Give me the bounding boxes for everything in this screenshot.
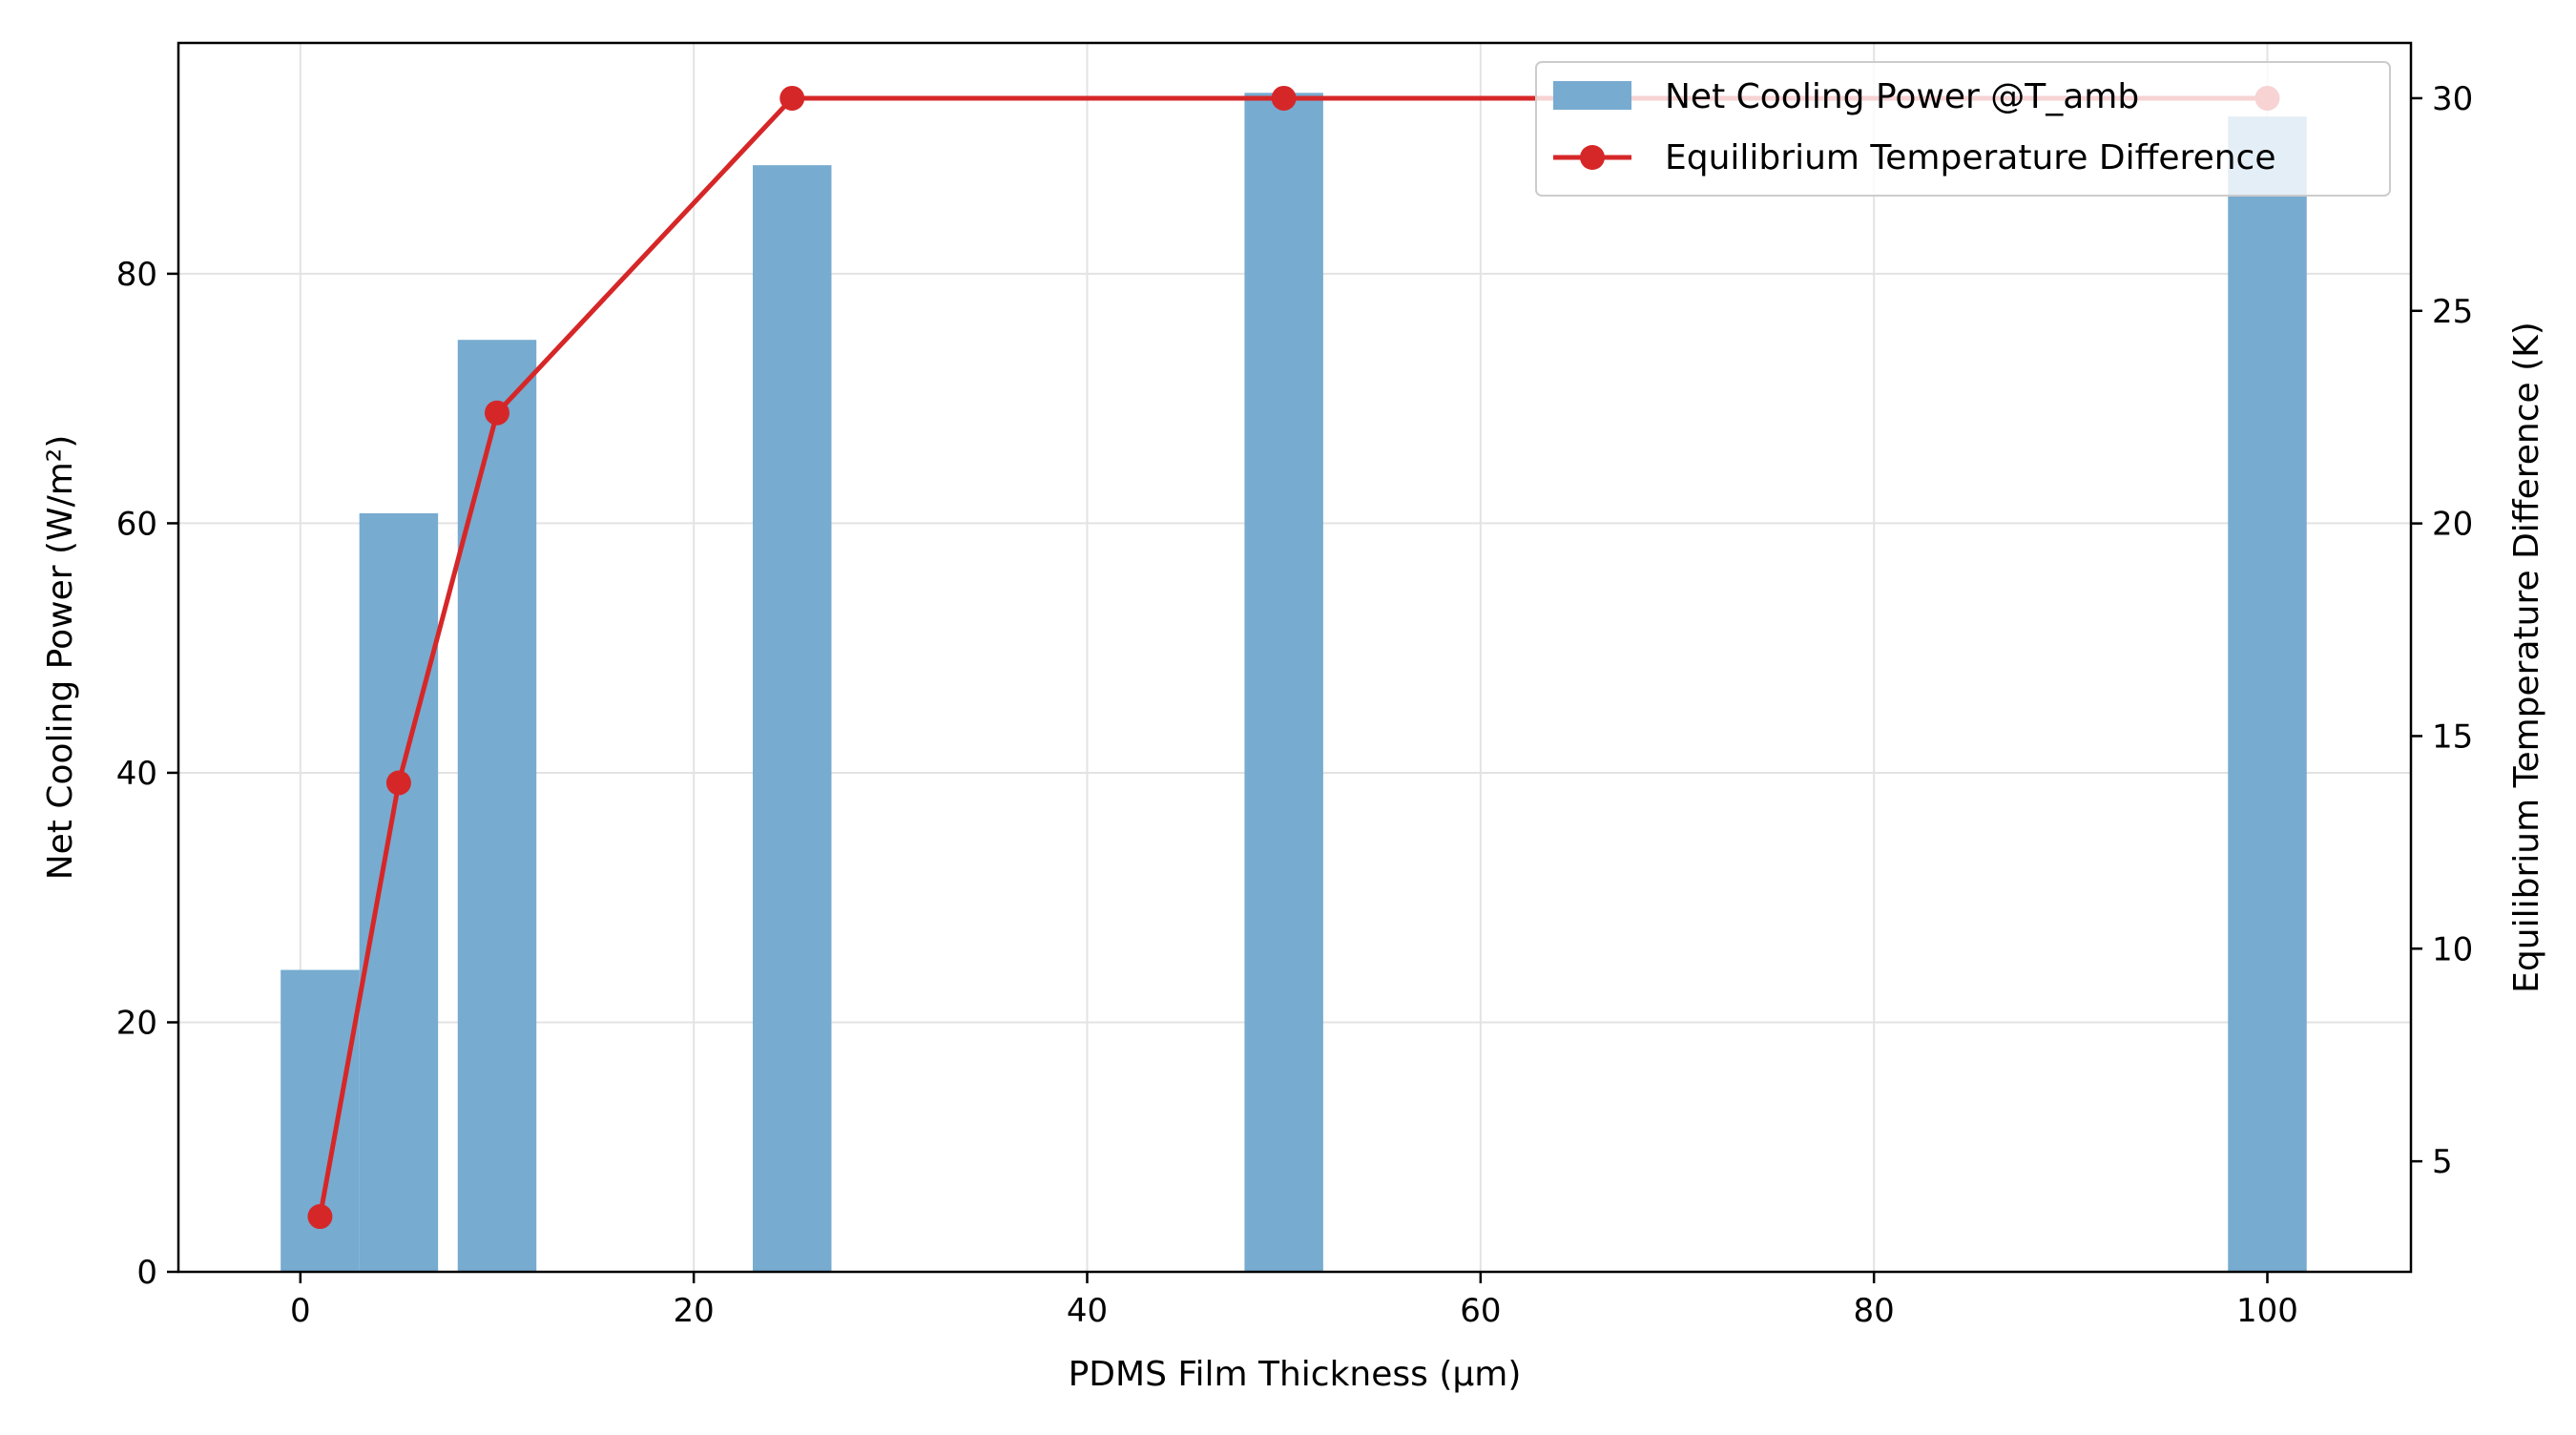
y-right-axis-label: Equilibrium Temperature Difference (K) [2507, 322, 2546, 993]
x-tick-label: 100 [2236, 1292, 2298, 1330]
y-right-tick-label: 5 [2432, 1143, 2453, 1181]
y-right-tick-label: 25 [2432, 293, 2473, 331]
y-left-tick-label: 0 [136, 1254, 157, 1292]
y-left-tick-label: 20 [116, 1004, 157, 1042]
legend-line-marker [1580, 145, 1605, 170]
bar-5 [1244, 93, 1323, 1272]
axes-layer: 0 20 40 60 80 100 0 20 40 60 80 5 10 15 20 25 30 PDMS Fil… [41, 41, 2546, 1394]
y-left-axis-label: Net Cooling Power (W/m²) [41, 435, 80, 881]
x-axis-label: PDMS Film Thickness (µm) [1069, 1355, 1522, 1394]
temperature-point-2 [385, 770, 411, 796]
temperature-point-4 [779, 85, 805, 111]
x-tick-label: 60 [1460, 1292, 1501, 1330]
bar-6 [2228, 116, 2307, 1272]
legend-bar-swatch [1553, 81, 1631, 110]
plot-frame [177, 41, 2413, 1274]
temperature-line [317, 95, 2270, 1219]
x-tick-label: 40 [1067, 1292, 1108, 1330]
legend-box [1535, 61, 2391, 197]
bars-layer [280, 93, 2307, 1273]
y-left-tick-label: 40 [116, 755, 157, 793]
x-tick-label: 0 [290, 1292, 311, 1330]
y-right-tick-label: 30 [2432, 80, 2473, 118]
x-tick-label: 80 [1854, 1292, 1895, 1330]
bar-4 [753, 165, 832, 1272]
legend-layer: Net Cooling Power @T_amb Equilibrium Temp… [1535, 61, 2391, 197]
y-left-tick-label: 80 [116, 256, 157, 294]
y-right-tick-label: 20 [2432, 506, 2473, 544]
temperature-point-3 [484, 400, 509, 426]
temperature-point-5 [1271, 85, 1297, 111]
bar-2 [359, 512, 439, 1272]
legend-label-line: Equilibrium Temperature Difference [1665, 138, 2275, 177]
bar-3 [457, 340, 537, 1273]
y-right-tick-label: 15 [2432, 718, 2473, 756]
temperature-point-1 [307, 1204, 333, 1230]
x-tick-label: 20 [674, 1292, 715, 1330]
y-right-tick-label: 10 [2432, 930, 2473, 968]
legend-label-bar: Net Cooling Power @T_amb [1665, 77, 2139, 116]
y-left-tick-label: 60 [116, 505, 157, 543]
